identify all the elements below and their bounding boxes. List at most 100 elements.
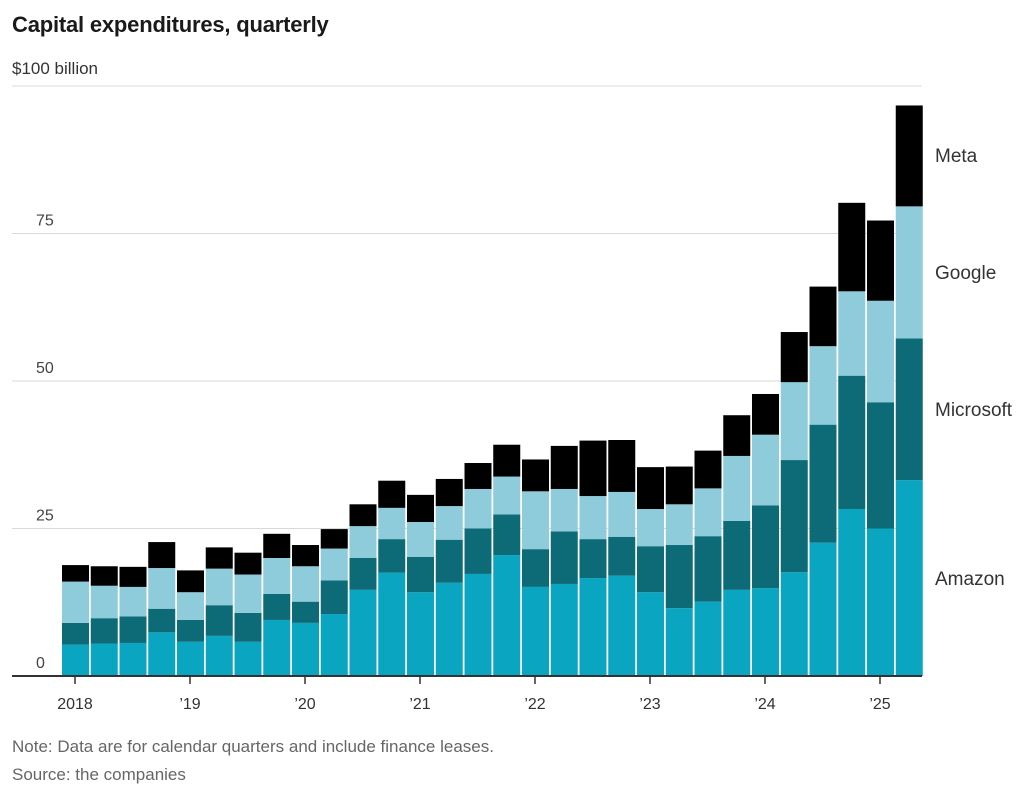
bar-segment-google xyxy=(464,488,492,529)
bar-segment-amazon xyxy=(550,583,578,676)
bar-segment-google xyxy=(320,548,348,581)
bar-segment-google xyxy=(809,346,837,425)
bar-segment-amazon xyxy=(665,608,693,676)
bar-segment-google xyxy=(895,206,923,339)
bar-segment-microsoft xyxy=(407,556,434,593)
bar-segment-meta xyxy=(550,445,578,489)
bar-segment-meta xyxy=(522,459,549,492)
bar-segment-meta xyxy=(407,494,434,523)
bar-segment-microsoft xyxy=(608,536,636,576)
bar-segment-google xyxy=(407,522,434,557)
bar-segment-google xyxy=(349,526,377,558)
bar-segment-amazon xyxy=(378,572,406,676)
bar-segment-meta xyxy=(809,286,837,347)
bar-segment-amazon xyxy=(838,509,866,676)
bar-segment-amazon xyxy=(579,578,607,676)
bar-segment-google xyxy=(119,586,147,617)
bar-segment-microsoft xyxy=(320,580,348,615)
bar-segment-amazon xyxy=(292,622,319,676)
bar-segment-meta xyxy=(349,504,377,527)
bar-segment-google xyxy=(579,496,607,540)
bar-segment-google xyxy=(608,491,636,537)
bar-segment-microsoft xyxy=(522,549,549,587)
bar-segment-microsoft xyxy=(177,619,204,642)
bar-segment-meta xyxy=(119,566,147,587)
bar-segment-microsoft xyxy=(895,338,923,481)
bar-segment-google xyxy=(435,506,463,540)
bar-segment-amazon xyxy=(148,632,176,676)
bar-segment-google xyxy=(90,585,118,619)
bar-segment-meta xyxy=(838,202,866,292)
bar-segment-amazon xyxy=(205,635,233,676)
bar-segment-microsoft xyxy=(119,616,147,643)
bar-segment-amazon xyxy=(752,588,779,676)
bar-segment-google xyxy=(493,476,521,515)
bar-segment-microsoft xyxy=(637,546,664,593)
x-tick-label: 2018 xyxy=(57,696,93,713)
bar-segment-google xyxy=(723,455,751,521)
bar-segment-amazon xyxy=(435,582,463,676)
x-axis-ticks: 2018 ’19 ’20 ’21 ’22 ’23 ’24 ’25 xyxy=(57,676,891,713)
bar-segment-microsoft xyxy=(263,593,291,620)
y-tick-label: 75 xyxy=(36,213,54,230)
x-tick-label: ’21 xyxy=(409,696,430,713)
bar-segment-microsoft xyxy=(234,612,262,642)
x-tick-label: ’22 xyxy=(524,696,545,713)
bar-segment-google xyxy=(550,488,578,532)
bar-segment-amazon xyxy=(263,619,291,676)
bar-segment-microsoft xyxy=(809,424,837,543)
bar-segment-amazon xyxy=(320,614,348,676)
x-tick-label: ’20 xyxy=(294,696,315,713)
bar-segment-microsoft xyxy=(464,528,492,574)
chart-source: Source: the companies xyxy=(12,765,186,784)
bar-segment-meta xyxy=(177,570,204,593)
bar-segment-google xyxy=(177,592,204,620)
legend-label-meta: Meta xyxy=(935,146,978,167)
bar-segment-meta xyxy=(493,444,521,477)
bars xyxy=(62,105,923,676)
x-tick-label: ’23 xyxy=(639,696,660,713)
bar-segment-meta xyxy=(263,533,291,558)
bar-segment-meta xyxy=(205,547,233,569)
bar-segment-meta xyxy=(90,566,118,586)
bar-segment-amazon xyxy=(723,589,751,676)
bar-segment-amazon xyxy=(637,592,664,676)
chart-title: Capital expenditures, quarterly xyxy=(12,12,329,37)
bar-segment-google xyxy=(62,581,89,623)
bar-segment-amazon xyxy=(493,555,521,676)
bar-segment-meta xyxy=(464,463,492,489)
bar-segment-meta xyxy=(378,480,406,508)
bar-segment-meta xyxy=(780,332,808,383)
bar-segment-google xyxy=(263,558,291,594)
bar-segment-microsoft xyxy=(349,558,377,590)
legend: Meta Google Microsoft Amazon xyxy=(935,146,1013,590)
x-tick-label: ’19 xyxy=(179,696,200,713)
bar-segment-meta xyxy=(234,552,262,575)
bar-segment-google xyxy=(665,504,693,546)
bar-segment-google xyxy=(694,488,722,537)
bar-segment-google xyxy=(752,434,779,506)
bar-segment-microsoft xyxy=(292,601,319,623)
y-axis-unit-label: $100 billion xyxy=(12,59,99,78)
bar-segment-microsoft xyxy=(378,539,406,573)
legend-label-amazon: Amazon xyxy=(935,569,1005,590)
bar-segment-amazon xyxy=(177,641,204,676)
bar-segment-meta xyxy=(867,220,894,301)
bar-segment-microsoft xyxy=(148,608,176,633)
bar-segment-amazon xyxy=(522,586,549,676)
bar-segment-amazon xyxy=(349,589,377,676)
bar-segment-meta xyxy=(579,440,607,497)
bar-segment-google xyxy=(780,382,808,461)
bar-segment-google xyxy=(522,491,549,550)
bar-segment-google xyxy=(637,509,664,547)
bar-segment-microsoft xyxy=(780,460,808,573)
bar-segment-google xyxy=(378,507,406,540)
bar-segment-microsoft xyxy=(90,618,118,644)
bar-segment-microsoft xyxy=(550,531,578,584)
bar-segment-meta xyxy=(435,478,463,507)
bar-segment-meta xyxy=(637,467,664,510)
bar-segment-meta xyxy=(752,393,779,435)
bar-segment-meta xyxy=(292,545,319,567)
legend-label-google: Google xyxy=(935,263,996,284)
